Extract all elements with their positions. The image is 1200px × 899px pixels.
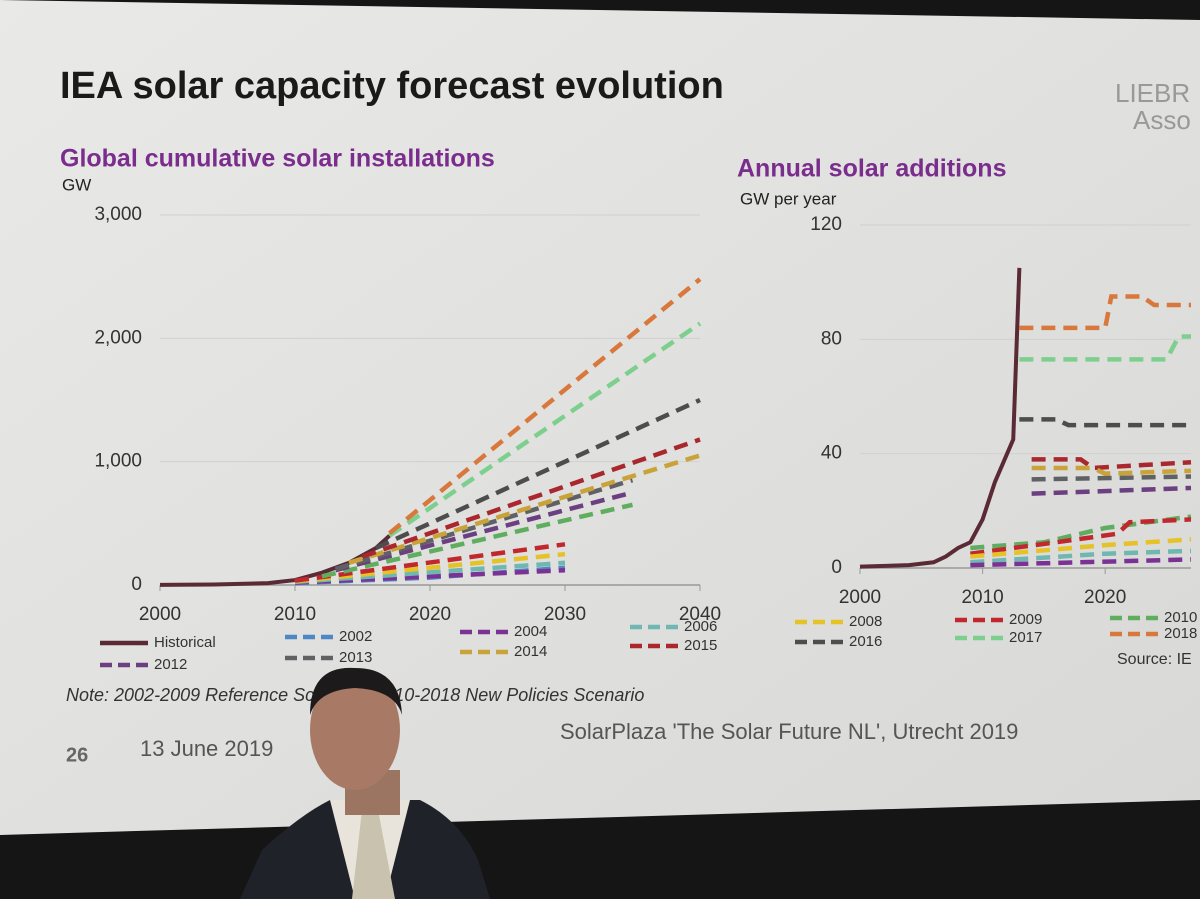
forecast-line (970, 548, 1192, 565)
legend-label: 2013 (339, 649, 372, 666)
footer-date: 13 June 2019 (140, 736, 273, 761)
forecast-line (361, 437, 701, 559)
y-tick-label: 120 (810, 214, 842, 235)
historical-line (159, 534, 391, 587)
y-tick-label: 40 (821, 443, 842, 464)
hair (310, 667, 402, 715)
forecast-line (321, 502, 634, 579)
legend-label: 2018 (1164, 625, 1197, 642)
forecast-line (1019, 294, 1191, 331)
historical-line (859, 267, 1022, 569)
legend-label: 2010 (1164, 609, 1197, 626)
forecast-line (334, 490, 634, 573)
forecast-line (375, 397, 701, 551)
forecast-line (1031, 474, 1192, 482)
chart-title: Annual solar additions (737, 155, 1006, 183)
legend-label: 2015 (684, 637, 717, 654)
forecast-line (334, 478, 634, 572)
head (310, 670, 400, 790)
page-number: 26 (66, 744, 88, 766)
legend-label: 2012 (154, 656, 187, 673)
legend-label: 2006 (684, 618, 717, 635)
legend-label: 2016 (849, 633, 882, 650)
y-tick-label: 0 (131, 574, 142, 595)
y-label: GW per year (740, 189, 837, 208)
y-tick-label: 3,000 (94, 204, 142, 225)
logo: LIEBR (1115, 78, 1190, 108)
x-tick-label: 2020 (1084, 587, 1126, 608)
y-tick-label: 1,000 (94, 451, 142, 472)
legend-label: 2009 (1009, 611, 1042, 628)
y-tick-label: 80 (821, 328, 842, 349)
x-tick-label: 2000 (839, 587, 881, 608)
legend-label: 2008 (849, 613, 882, 630)
forecast-line (348, 453, 701, 565)
chart-title: Global cumulative solar installations (60, 145, 495, 173)
title: IEA solar capacity forecast evolution (60, 65, 724, 107)
forecast-line (1019, 334, 1191, 362)
y-tick-label: 2,000 (94, 327, 142, 348)
forecast-line (388, 321, 702, 538)
speaker (240, 667, 490, 899)
y-tick-label: 0 (831, 557, 842, 578)
y-label: GW (62, 175, 91, 194)
slide (0, 0, 1200, 835)
forecast-line (1031, 465, 1192, 476)
legend-label: 2002 (339, 628, 372, 645)
forecast-line (294, 542, 566, 583)
forecast-line (388, 277, 702, 535)
forecast-line (970, 517, 1192, 556)
forecast-line (1031, 485, 1192, 496)
x-tick-label: 2010 (274, 604, 316, 625)
source: Source: IE (1117, 651, 1192, 668)
legend-label: 2017 (1009, 629, 1042, 646)
logo: Asso (1133, 105, 1191, 135)
x-tick-label: 2040 (679, 604, 721, 625)
x-tick-label: 2020 (409, 604, 451, 625)
legend-label: Historical (154, 634, 216, 651)
forecast-line (1031, 457, 1192, 471)
forecast-line (970, 537, 1192, 559)
x-tick-label: 2000 (139, 604, 181, 625)
x-tick-label: 2030 (544, 604, 586, 625)
forecast-line (970, 557, 1192, 568)
tie (352, 810, 395, 899)
legend-label: 2014 (514, 643, 547, 660)
forecast-line (1019, 417, 1191, 428)
legend-label: 2004 (514, 623, 547, 640)
footer-event: SolarPlaza 'The Solar Future NL', Utrech… (560, 719, 1018, 744)
x-tick-label: 2010 (961, 587, 1003, 608)
